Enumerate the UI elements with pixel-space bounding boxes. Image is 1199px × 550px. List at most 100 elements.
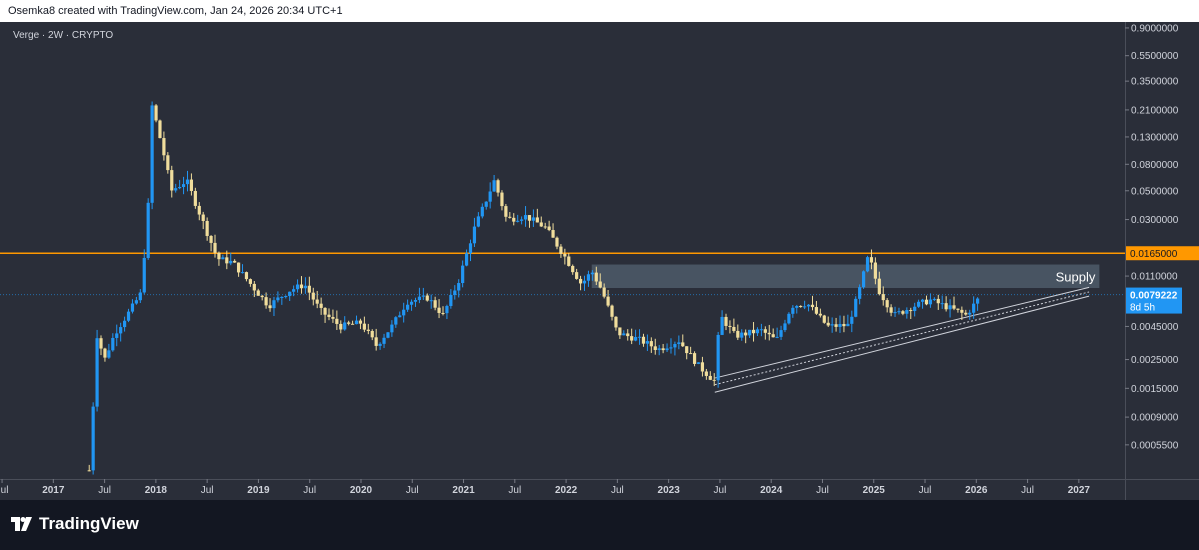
candle-body xyxy=(236,262,241,273)
candle-body xyxy=(358,320,363,324)
candle-body xyxy=(284,296,288,298)
candle-body xyxy=(641,336,646,344)
candle-body xyxy=(225,257,229,264)
candle-body xyxy=(767,332,771,335)
time-axis-label: 2027 xyxy=(1068,485,1091,496)
candle-body xyxy=(209,235,213,243)
candle-body xyxy=(936,298,940,304)
candle-body xyxy=(842,324,846,327)
candle-body xyxy=(315,299,319,304)
candle-body xyxy=(441,312,445,314)
candle-body xyxy=(657,348,661,350)
candle-body xyxy=(453,290,457,295)
price-axis-label: 0.3500000 xyxy=(1131,77,1179,88)
candle-body xyxy=(787,313,791,324)
candle-body xyxy=(968,312,972,315)
price-axis-label: 0.0025000 xyxy=(1131,355,1179,366)
time-axis-label: Jul xyxy=(1021,485,1034,496)
candle-body xyxy=(197,205,201,215)
candle-body xyxy=(653,346,657,350)
candle-body xyxy=(303,285,308,289)
candle-body xyxy=(740,332,744,338)
candle-body xyxy=(457,283,461,291)
ascending-trendline xyxy=(714,291,1090,386)
candle-body xyxy=(637,336,642,338)
candle-body xyxy=(484,201,488,207)
candle-body xyxy=(178,186,182,189)
candle-body xyxy=(150,105,154,203)
candle-body xyxy=(445,306,449,314)
candle-body xyxy=(193,190,197,206)
supply-zone xyxy=(591,264,1100,289)
candle-body xyxy=(201,214,205,221)
candle-body xyxy=(869,257,874,263)
candlestick-chart: 0.9000000 0.5500000 0.3500000 0.2100000 0.13… xyxy=(0,23,1199,496)
candle-body xyxy=(382,337,386,344)
candle-body xyxy=(889,307,893,313)
candle-body xyxy=(720,316,724,335)
candle-body xyxy=(354,320,359,325)
candle-body xyxy=(103,348,107,358)
candle-body xyxy=(95,338,99,407)
candle-body xyxy=(826,322,830,326)
candle-body xyxy=(174,188,178,191)
candle-body xyxy=(806,304,811,307)
candle-body xyxy=(543,226,547,228)
candle-body xyxy=(913,306,917,312)
candle-body xyxy=(122,320,127,328)
candle-body xyxy=(374,337,378,346)
candle-body xyxy=(795,305,799,308)
candle-body xyxy=(111,337,115,351)
candle-body xyxy=(99,338,103,349)
candle-body xyxy=(759,329,763,331)
candle-body xyxy=(885,300,889,308)
candle-body xyxy=(386,332,390,338)
candle-body xyxy=(256,290,260,296)
candle-body xyxy=(146,202,150,258)
candle-body xyxy=(119,327,123,334)
symbol-label[interactable]: Verge · 2W · CRYPTO xyxy=(13,30,114,41)
candle-body xyxy=(747,329,752,336)
candle-body xyxy=(480,206,484,217)
candle-body xyxy=(205,220,209,236)
candle-body xyxy=(398,315,402,318)
candle-body xyxy=(964,312,968,315)
time-axis-label: Jul xyxy=(816,485,829,496)
candle-body xyxy=(464,253,469,266)
candle-body xyxy=(512,217,516,222)
candle-body xyxy=(854,298,858,317)
candle-body xyxy=(134,300,138,304)
candle-body xyxy=(614,316,618,328)
candle-body xyxy=(154,105,158,121)
candle-body xyxy=(260,295,264,298)
candle-body xyxy=(449,294,453,307)
time-axis-label: 2021 xyxy=(452,485,475,496)
candle-body xyxy=(586,274,591,281)
candle-body xyxy=(783,323,787,331)
candle-body xyxy=(948,305,952,310)
price-axis-label: 0.0015000 xyxy=(1131,384,1179,395)
candle-body xyxy=(571,265,575,273)
time-axis-label: Jul xyxy=(303,485,316,496)
candle-body xyxy=(319,303,323,308)
candle-body xyxy=(299,284,304,289)
price-axis-label: 0.1300000 xyxy=(1131,132,1179,143)
candle-body xyxy=(865,257,870,272)
candle-body xyxy=(539,222,543,227)
candle-body xyxy=(771,334,775,338)
candle-body xyxy=(339,323,343,330)
candle-body xyxy=(295,284,300,290)
candle-body xyxy=(504,206,508,217)
candle-body xyxy=(846,323,850,327)
candle-body xyxy=(185,179,190,185)
candle-body xyxy=(704,371,708,376)
resistance-price-label: 0.0165000 xyxy=(1130,249,1178,260)
time-axis[interactable] xyxy=(0,479,1125,500)
candle-body xyxy=(252,283,256,291)
tradingview-logo[interactable]: TradingView xyxy=(11,514,139,534)
candle-body xyxy=(130,303,135,312)
candle-body xyxy=(233,260,237,263)
candle-body xyxy=(881,294,885,301)
candle-body xyxy=(433,300,437,308)
